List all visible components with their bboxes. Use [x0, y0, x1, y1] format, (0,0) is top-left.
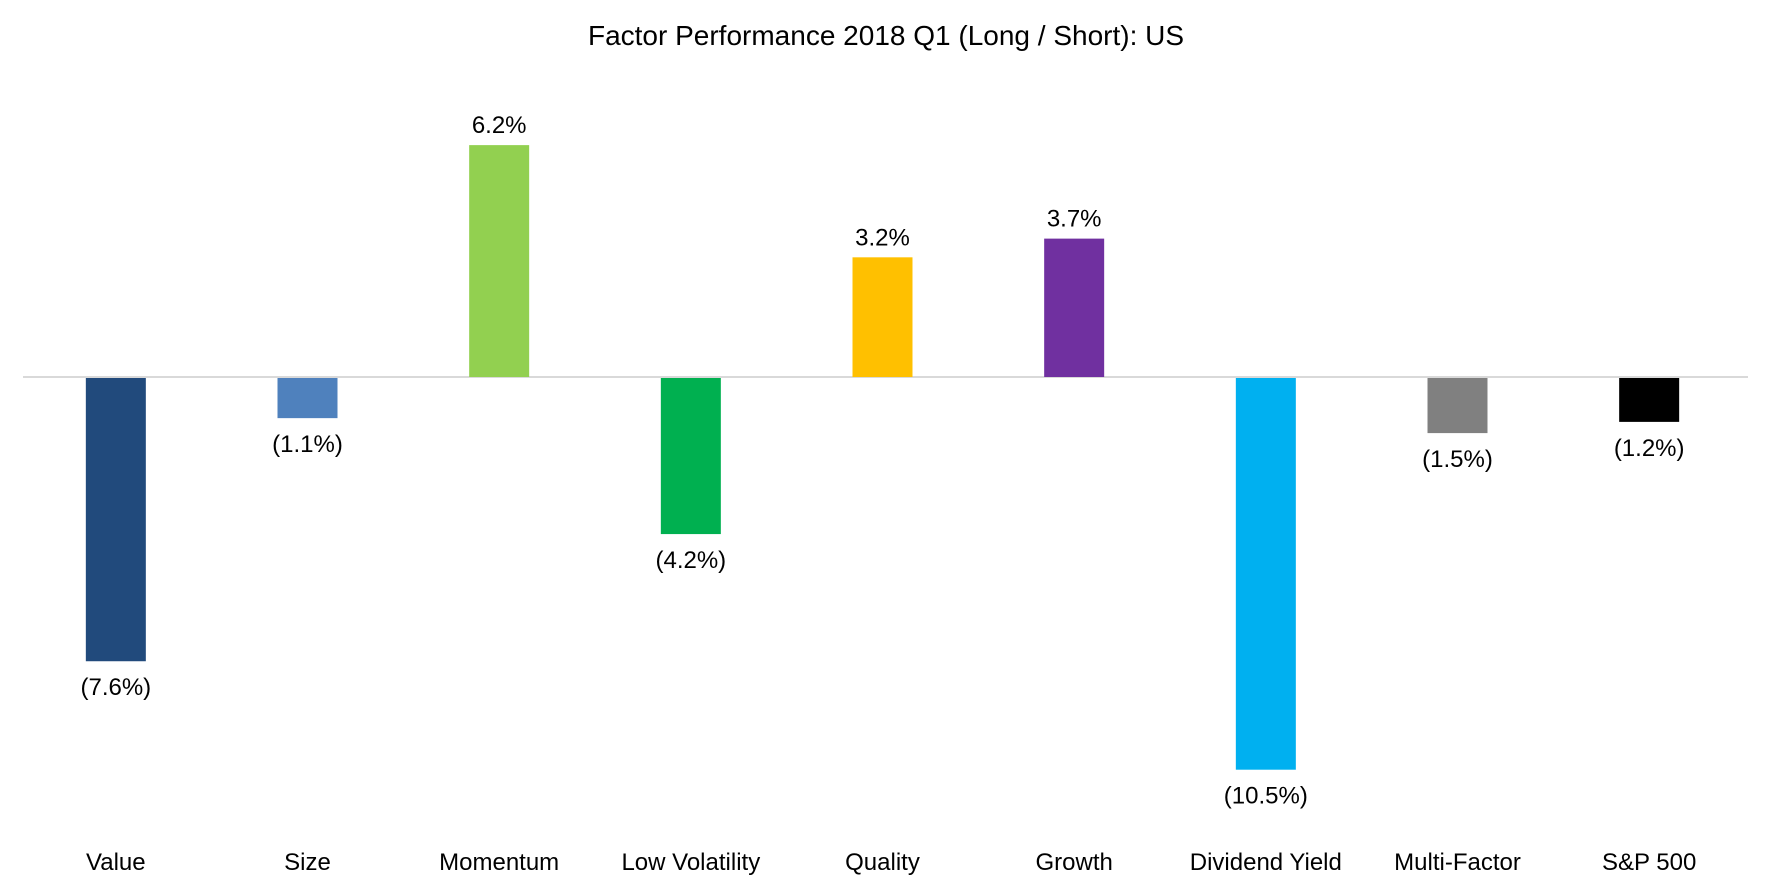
- data-label-size: (1.1%): [272, 431, 343, 458]
- bar-dividend-yield: [1235, 378, 1296, 770]
- data-label-growth: 3.7%: [1047, 206, 1102, 233]
- data-labels-group: (7.6%) (1.1%) 6.2% (4.2%) 3.2% 3.7% (10.5%) (1.…: [80, 112, 1684, 810]
- chart-title: Factor Performance 2018 Q1 (Long / Short…: [588, 20, 1184, 51]
- bar-momentum: [469, 145, 530, 377]
- data-label-sandp-500: (1.2%): [1614, 435, 1685, 462]
- bar-low-volatility: [660, 378, 721, 535]
- bar-size: [277, 378, 338, 419]
- bar-growth: [1044, 238, 1105, 377]
- category-labels-group: Value Size Momentum Low Volatility Quality Gr…: [86, 849, 1696, 876]
- bar-sandp-500: [1619, 378, 1680, 422]
- bar-quality: [852, 257, 913, 377]
- category-label-multi-factor: Multi-Factor: [1394, 849, 1521, 876]
- category-label-momentum: Momentum: [439, 849, 559, 876]
- category-label-growth: Growth: [1035, 849, 1112, 876]
- category-label-size: Size: [284, 849, 331, 876]
- data-label-multi-factor: (1.5%): [1422, 446, 1493, 473]
- data-label-low-volatility: (4.2%): [655, 547, 726, 574]
- bar-multi-factor: [1427, 378, 1488, 434]
- bar-value: [85, 378, 146, 662]
- bars-group: [85, 145, 1680, 770]
- data-label-dividend-yield: (10.5%): [1224, 783, 1308, 810]
- data-label-momentum: 6.2%: [472, 112, 527, 139]
- category-label-dividend-yield: Dividend Yield: [1190, 849, 1342, 876]
- category-label-low-volatility: Low Volatility: [621, 849, 760, 876]
- data-label-value: (7.6%): [80, 674, 151, 701]
- category-label-value: Value: [86, 849, 146, 876]
- category-label-quality: Quality: [845, 849, 920, 876]
- data-label-quality: 3.2%: [855, 224, 910, 251]
- category-label-sandp-500: S&P 500: [1602, 849, 1696, 876]
